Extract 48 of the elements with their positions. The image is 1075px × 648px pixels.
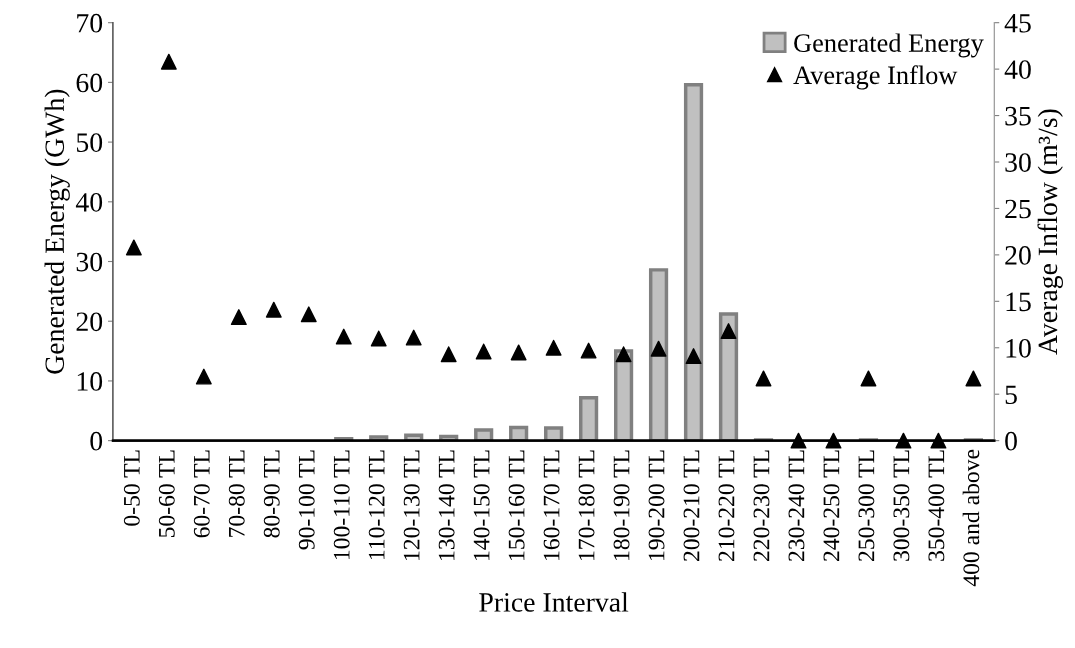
y2-tick-label: 10 — [1006, 338, 1031, 358]
x-tick-label: 90-100 TL — [298, 450, 315, 550]
y-tick-label: 20 — [76, 312, 103, 332]
x-tick-label: 70-80 TL — [228, 450, 245, 537]
y2-tick-label: 30 — [1005, 153, 1031, 172]
y-tick-label: 10 — [77, 372, 103, 391]
y-axis-title: Generated Energy (GWh) — [44, 89, 70, 374]
x-tick-label: 110-120 TL — [368, 450, 385, 560]
x-tick-label: 200-210 TL — [683, 450, 700, 561]
y-tick-label: 40 — [75, 192, 103, 212]
y2-axis-title: Average Inflow (m³/s) — [1037, 109, 1063, 355]
x-tick-label: 210-220 TL — [718, 450, 735, 561]
x-tick-label: 50-60 TL — [158, 450, 175, 538]
legend-label: Average Inflow — [793, 65, 958, 90]
y2-tick-label: 40 — [1004, 60, 1031, 80]
y-tick-label: 0 — [90, 431, 103, 451]
y-tick-label: 30 — [76, 252, 103, 272]
x-tick-label: 240-250 TL — [823, 450, 840, 561]
x-tick-label: 80-90 TL — [263, 450, 280, 538]
x-tick-label: 190-200 TL — [648, 450, 665, 560]
x-tick-label: 100-110 TL — [333, 450, 350, 560]
x-tick-label: 400 and above — [962, 449, 980, 587]
y2-tick-label: 20 — [1005, 246, 1031, 265]
x-tick-label: 250-300 TL — [858, 450, 875, 561]
x-tick-label: 350-400 TL — [928, 450, 945, 561]
y2-tick-label: 45 — [1004, 14, 1031, 33]
x-tick-label: 230-240 TL — [788, 450, 805, 561]
x-tick-label: 160-170 TL — [543, 450, 560, 560]
x-tick-label: 140-150 TL — [473, 450, 490, 560]
legend-label: Generated Energy — [794, 33, 984, 58]
y-tick-label: 60 — [76, 73, 103, 93]
x-axis-title: Price Interval — [479, 592, 629, 612]
x-tick-label: 130-140 TL — [438, 450, 455, 560]
y-tick-label: 70 — [77, 13, 103, 33]
x-tick-label: 0-50 TL — [123, 450, 140, 526]
y-tick-label: 50 — [76, 133, 103, 153]
y2-tick-label: 0 — [1005, 431, 1017, 451]
x-tick-label: 60-70 TL — [193, 450, 210, 538]
y2-tick-label: 35 — [1005, 106, 1031, 126]
x-tick-label: 170-180 TL — [578, 450, 595, 560]
y2-tick-label: 25 — [1005, 199, 1031, 219]
x-tick-label: 150-160 TL — [508, 450, 525, 560]
x-tick-label: 300-350 TL — [893, 450, 910, 561]
y2-tick-label: 5 — [1005, 385, 1017, 405]
x-tick-label: 120-130 TL — [403, 450, 420, 560]
x-tick-label: 180-190 TL — [613, 450, 630, 560]
x-tick-label: 220-230 TL — [753, 450, 770, 561]
y2-tick-label: 15 — [1006, 292, 1031, 312]
